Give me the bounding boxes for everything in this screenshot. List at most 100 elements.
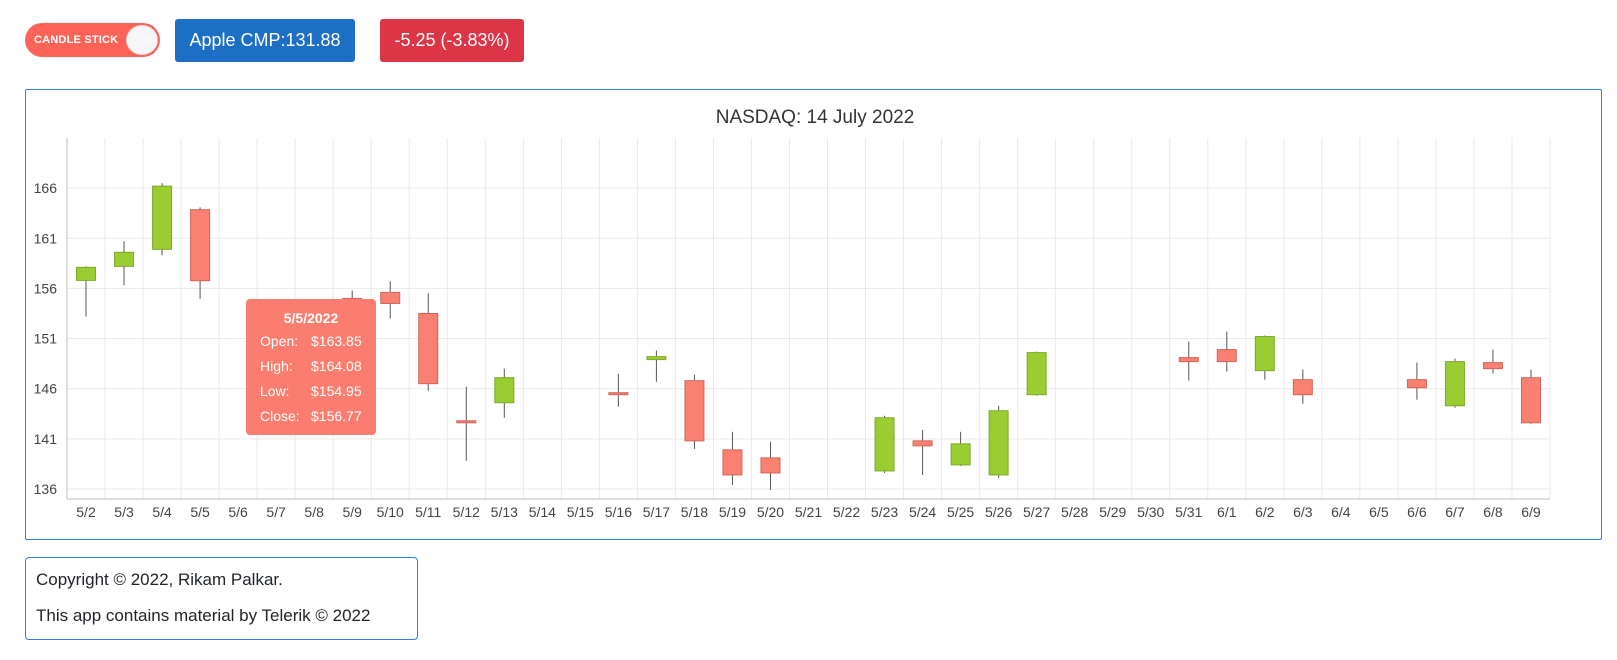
candle-5-3	[114, 241, 135, 286]
y-tick-label: 141	[34, 431, 58, 447]
candle-body	[1406, 379, 1427, 389]
x-tick-label: 6/6	[1407, 504, 1427, 520]
candle-body	[1520, 377, 1541, 424]
x-tick-label: 5/31	[1175, 504, 1202, 520]
x-tick-label: 6/1	[1217, 504, 1237, 520]
y-tick-label: 166	[34, 180, 58, 196]
candle-6-3	[1292, 369, 1313, 404]
candle-body	[874, 417, 895, 472]
x-tick-label: 5/24	[909, 504, 936, 520]
x-tick-label: 6/7	[1445, 504, 1465, 520]
x-tick-label: 5/28	[1061, 504, 1088, 520]
toggle-knob[interactable]	[126, 25, 158, 55]
current-price-badge: Apple CMP:131.88	[175, 19, 355, 62]
candle-body	[1444, 361, 1465, 407]
candle-body	[722, 449, 743, 476]
candle-body	[646, 356, 667, 361]
candle-5-13	[494, 368, 515, 418]
tooltip-key: Low:	[260, 383, 290, 399]
candle-body	[456, 420, 477, 424]
y-tick-label: 146	[34, 381, 58, 397]
candle-body	[494, 377, 515, 404]
candle-body	[1254, 336, 1275, 372]
copyright-text: Copyright © 2022, Rikam Palkar.	[36, 570, 283, 589]
x-tick-label: 5/9	[342, 504, 362, 520]
x-tick-label: 5/25	[947, 504, 974, 520]
candle-6-6	[1406, 362, 1427, 400]
candle-body	[950, 443, 971, 466]
x-tick-label: 6/5	[1369, 504, 1389, 520]
candle-body	[608, 392, 629, 396]
x-tick-label: 6/8	[1483, 504, 1503, 520]
x-tick-label: 5/18	[681, 504, 708, 520]
candle-5-16	[608, 373, 629, 407]
x-tick-label: 5/12	[453, 504, 480, 520]
tooltip-date: 5/5/2022	[283, 310, 339, 326]
candle-body	[190, 209, 211, 282]
candle-5-20	[760, 441, 781, 490]
chart-panel: NASDAQ: 14 July 2022 136 141 146 151 156 161 1…	[25, 89, 1602, 540]
candle-body	[76, 266, 97, 281]
candle-5-18	[684, 374, 705, 449]
x-tick-label: 5/20	[757, 504, 784, 520]
candle-5-31	[1178, 341, 1199, 381]
candle-body	[988, 410, 1009, 476]
candle-body	[684, 380, 705, 442]
x-tick-label: 5/21	[795, 504, 822, 520]
candle-5-17	[646, 350, 667, 382]
x-tick-label: 5/4	[152, 504, 172, 520]
tooltip-row-low: Low: $154.95	[246, 379, 376, 404]
candle-6-2	[1254, 335, 1275, 380]
candle-body	[912, 440, 933, 447]
candle-tooltip: 5/5/2022 Open: $163.85 High: $164.08 Low…	[246, 299, 376, 435]
x-tick-label: 5/5	[190, 504, 210, 520]
x-tick-label: 5/10	[377, 504, 404, 520]
tooltip-value: $164.08	[311, 358, 362, 374]
tooltip-row-close: Close: $156.77	[246, 404, 376, 429]
candle-5-24	[912, 429, 933, 475]
tooltip-row-high: High: $164.08	[246, 354, 376, 379]
candlestick-chart: NASDAQ: 14 July 2022 136 141 146 151 156 161 1…	[34, 107, 1551, 520]
candle-5-4	[152, 183, 173, 256]
y-tick-label: 161	[34, 230, 58, 246]
x-tick-label: 5/2	[76, 504, 96, 520]
candle-5-11	[418, 293, 439, 391]
candle-body	[418, 312, 439, 385]
candle-5-27	[1026, 351, 1047, 396]
candle-body	[380, 291, 401, 304]
candle-6-8	[1482, 349, 1503, 374]
y-tick-label: 156	[34, 280, 58, 296]
x-tick-label: 5/7	[266, 504, 286, 520]
candle-body	[1026, 352, 1047, 396]
tooltip-key: High:	[260, 358, 293, 374]
x-tick-label: 5/27	[1023, 504, 1050, 520]
candle-6-9	[1520, 369, 1541, 424]
x-tick-label: 5/14	[529, 504, 556, 520]
x-tick-label: 5/22	[833, 504, 860, 520]
x-tick-label: 5/17	[643, 504, 670, 520]
tooltip-key: Close:	[260, 408, 300, 424]
x-tick-label: 5/15	[567, 504, 594, 520]
candle-body	[1178, 357, 1199, 363]
candlestick-toggle[interactable]: CANDLE STICK	[25, 23, 160, 57]
x-tick-label: 5/11	[415, 504, 441, 520]
candle-body	[760, 457, 781, 474]
y-tick-label: 151	[34, 331, 58, 347]
attribution-text: This app contains material by Telerik © …	[36, 606, 371, 625]
x-tick-label: 5/26	[985, 504, 1012, 520]
tooltip-row-open: Open: $163.85	[246, 329, 376, 354]
x-tick-label: 6/2	[1255, 504, 1275, 520]
x-tick-label: 5/6	[228, 504, 248, 520]
x-tick-label: 6/4	[1331, 504, 1351, 520]
candle-5-10	[380, 281, 401, 319]
candle-body	[114, 251, 135, 267]
candle-body	[152, 185, 173, 250]
y-tick-label: 136	[34, 481, 58, 497]
chart-title: NASDAQ: 14 July 2022	[716, 107, 915, 128]
tooltip-value: $156.77	[311, 408, 362, 424]
candle-5-19	[722, 431, 743, 485]
candle-body	[1482, 362, 1503, 370]
x-tick-label: 5/16	[605, 504, 632, 520]
candle-5-25	[950, 431, 971, 466]
tooltip-value: $154.95	[311, 383, 362, 399]
